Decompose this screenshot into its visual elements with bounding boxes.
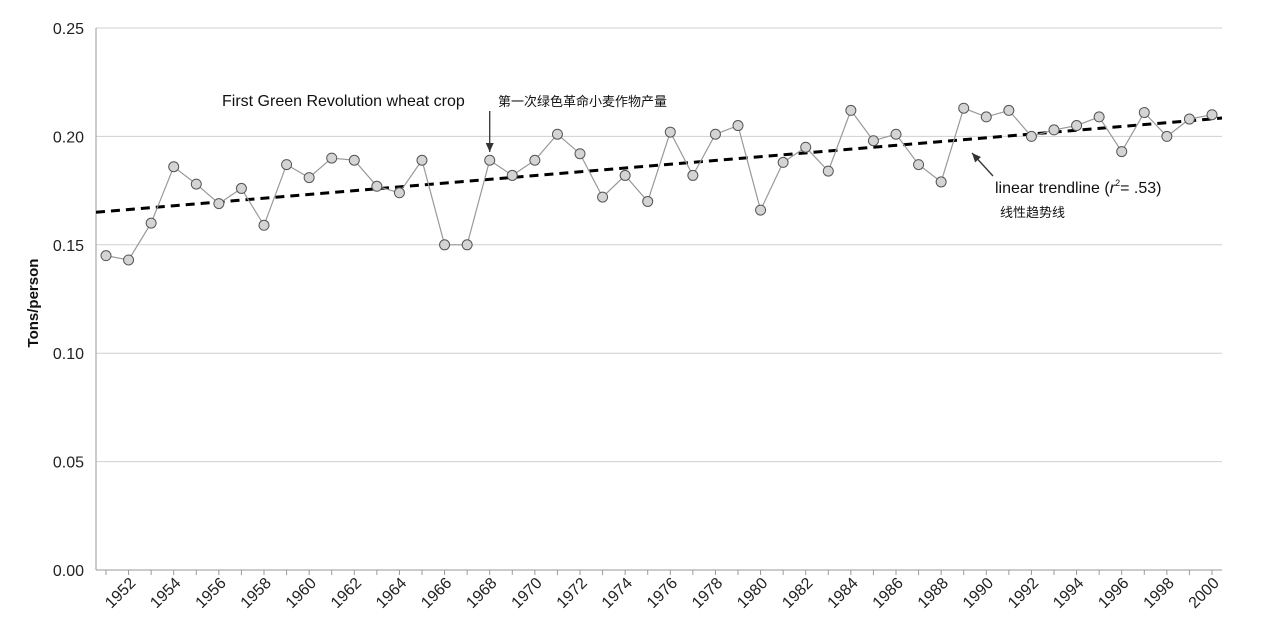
trendline-arrow	[971, 152, 994, 177]
trendline-line	[95, 116, 1223, 214]
x-tick-label: 2000	[1186, 575, 1223, 612]
green-revolution-arrow	[485, 111, 494, 152]
data-point	[890, 128, 902, 140]
data-series	[100, 102, 1218, 266]
data-point	[845, 104, 857, 116]
x-tick-label: 1976	[644, 575, 681, 612]
x-tick-label: 1972	[554, 575, 591, 612]
data-point	[1048, 124, 1060, 136]
x-tick-label: 1952	[102, 575, 139, 612]
y-tick-labels: 0.00 0.05 0.10 0.15 0.20 0.25	[53, 21, 84, 580]
data-point	[935, 176, 947, 188]
data-point	[416, 154, 428, 166]
data-point	[619, 169, 631, 181]
data-point	[281, 159, 293, 171]
data-point	[980, 111, 992, 123]
data-point	[664, 126, 676, 138]
x-tick-label: 1978	[689, 575, 726, 612]
y-tick-label: 0.00	[53, 563, 84, 580]
y-tick-label: 0.25	[53, 21, 84, 38]
x-tick-label: 1956	[192, 575, 229, 612]
x-tick-label: 1966	[418, 575, 455, 612]
trendline-label-zh: 线性趋势线	[1000, 205, 1065, 221]
data-point	[1206, 109, 1218, 121]
data-point	[348, 154, 360, 166]
trendline	[95, 116, 1223, 214]
data-point	[709, 128, 721, 140]
data-point	[1003, 104, 1015, 116]
x-tick-label: 1996	[1095, 575, 1132, 612]
data-point	[822, 165, 834, 177]
x-tick-label: 1984	[824, 575, 861, 612]
y-tick-label: 0.15	[53, 238, 84, 255]
green-revolution-arrow-head	[485, 143, 494, 152]
x-tick-labels: 1952 1954 1956 1958 1960 1962 1964 1966 1968 1970…	[102, 575, 1223, 612]
data-point	[1183, 113, 1195, 125]
data-point	[529, 154, 541, 166]
trendline-label: linear trendline (r2= .53)	[995, 178, 1161, 197]
data-point	[506, 169, 518, 181]
data-point	[1116, 146, 1128, 158]
data-point	[190, 178, 202, 190]
data-point	[800, 141, 812, 153]
data-point	[123, 254, 135, 266]
data-point	[755, 204, 767, 216]
trendline-arrow-head	[972, 153, 982, 163]
x-tick-label: 1970	[508, 575, 545, 612]
data-point	[1093, 111, 1105, 123]
x-tick-label: 1964	[373, 575, 410, 612]
data-point	[235, 182, 247, 194]
data-point	[913, 159, 925, 171]
y-tick-label: 0.05	[53, 455, 84, 472]
x-tick-label: 1992	[1005, 575, 1042, 612]
data-point	[326, 152, 338, 164]
data-point	[642, 195, 654, 207]
x-tick-label: 1986	[870, 575, 907, 612]
x-tick-label: 1990	[960, 575, 997, 612]
x-tick-label: 1988	[915, 575, 952, 612]
data-point	[439, 239, 451, 251]
x-tick-label: 1994	[1050, 575, 1087, 612]
data-point	[303, 172, 315, 184]
x-tick-label: 1998	[1140, 575, 1177, 612]
data-point	[687, 169, 699, 181]
data-point	[213, 198, 225, 210]
axes	[95, 28, 1222, 575]
data-point	[393, 187, 405, 199]
data-point	[1071, 120, 1083, 132]
data-point	[145, 217, 157, 229]
data-point	[1138, 107, 1150, 119]
x-tick-label: 1962	[328, 575, 365, 612]
y-axis-label: Tons/person	[25, 259, 42, 348]
data-point	[867, 135, 879, 147]
data-point	[1161, 130, 1173, 142]
x-tick-label: 1980	[734, 575, 771, 612]
x-tick-label: 1954	[147, 575, 184, 612]
data-point	[484, 154, 496, 166]
data-point	[732, 120, 744, 132]
x-tick-label: 1982	[779, 575, 816, 612]
data-point	[551, 128, 563, 140]
x-tick-label: 1968	[463, 575, 500, 612]
x-tick-label: 1958	[238, 575, 275, 612]
data-point	[958, 102, 970, 114]
data-point	[597, 191, 609, 203]
data-point	[777, 156, 789, 168]
data-point	[1025, 130, 1037, 142]
green-revolution-label-zh: 第一次绿色革命小麦作物产量	[498, 94, 667, 110]
data-point	[461, 239, 473, 251]
y-tick-label: 0.20	[53, 129, 84, 146]
data-point	[100, 250, 112, 262]
y-tick-label: 0.10	[53, 346, 84, 363]
x-tick-label: 1960	[283, 575, 320, 612]
annotations: First Green Revolution wheat crop 第一次绿色革…	[222, 93, 1161, 221]
data-point	[371, 180, 383, 192]
data-point	[258, 219, 270, 231]
x-tick-label: 1974	[599, 575, 636, 612]
data-point	[574, 148, 586, 160]
green-revolution-label: First Green Revolution wheat crop	[222, 93, 465, 110]
data-point	[168, 161, 180, 173]
